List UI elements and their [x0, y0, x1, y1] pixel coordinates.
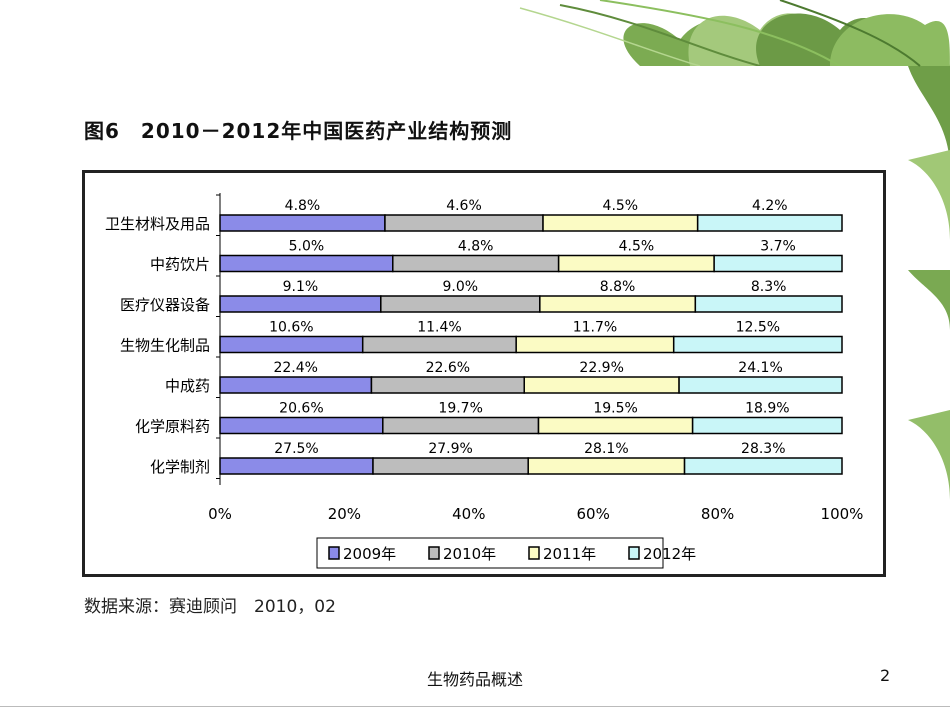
category-label: 医疗仪器设备	[120, 296, 210, 314]
bar-segment	[542, 214, 699, 232]
leaf-shape	[908, 270, 950, 330]
bottom-divider	[0, 706, 950, 707]
category-label: 卫生材料及用品	[105, 215, 210, 233]
data-label: 4.5%	[619, 239, 655, 255]
leaf-shape	[908, 66, 950, 170]
data-label: 22.4%	[273, 360, 317, 376]
data-label: 24.1%	[738, 360, 782, 376]
legend-swatch	[628, 546, 640, 560]
category-label: 中药饮片	[150, 256, 210, 274]
data-label: 19.7%	[438, 401, 482, 417]
legend-box	[316, 537, 664, 569]
x-tick-label: 0%	[208, 505, 232, 523]
bar-segment	[527, 457, 686, 475]
bar-segment	[392, 254, 560, 273]
legend-swatch	[528, 546, 540, 560]
data-label: 27.5%	[274, 441, 318, 457]
leaf-shape	[908, 410, 950, 500]
data-label: 5.0%	[289, 239, 325, 255]
data-label: 28.1%	[584, 441, 628, 457]
stem-line	[779, 0, 921, 67]
data-label: 4.6%	[446, 198, 482, 214]
legend-swatch	[328, 546, 340, 560]
data-label: 4.5%	[603, 198, 639, 214]
data-label: 11.4%	[417, 320, 461, 336]
data-label: 28.3%	[741, 441, 785, 457]
bar-segment	[683, 457, 843, 475]
data-label: 11.7%	[573, 320, 617, 336]
x-tick-label: 60%	[577, 505, 610, 523]
stem-line	[599, 0, 841, 67]
legend-label: 2012年	[643, 545, 696, 563]
legend-label: 2010年	[443, 545, 496, 563]
legend-swatch	[428, 546, 440, 560]
bar-segment	[219, 376, 373, 394]
x-tick-label: 20%	[328, 505, 361, 523]
data-label: 20.6%	[279, 401, 323, 417]
x-tick-label: 80%	[701, 505, 734, 523]
stem-line	[519, 7, 701, 67]
bar-segment	[523, 376, 680, 394]
bar-segment	[696, 214, 843, 232]
legend-label: 2011年	[543, 545, 596, 563]
data-label: 12.5%	[736, 320, 780, 336]
data-label: 4.2%	[752, 198, 788, 214]
bar-segment	[370, 376, 525, 394]
x-tick-label: 100%	[821, 505, 864, 523]
bar-segment	[219, 335, 364, 354]
bar-segment	[219, 416, 384, 435]
bar-segment	[380, 295, 541, 313]
footer-title: 生物药品概述	[426, 670, 523, 689]
bar-segment	[672, 335, 843, 354]
bar-segment	[694, 295, 843, 313]
data-label: 9.1%	[283, 279, 319, 295]
bar-segment	[219, 295, 382, 313]
bar-segment	[372, 457, 529, 475]
bar-segment	[557, 254, 715, 273]
bar-segment	[515, 335, 675, 354]
leaf-shape	[908, 150, 950, 240]
data-label: 4.8%	[285, 198, 321, 214]
data-label: 3.7%	[760, 239, 796, 255]
bar-segment	[219, 214, 386, 232]
bar-segment	[219, 457, 374, 475]
bar-segment	[384, 214, 544, 232]
chart-frame: 卫生材料及用品 4.8% 4.6% 4.5% 4.2% 中药饮片 5.0% 4.8% 4.5% 3…	[82, 170, 886, 577]
bar-segment	[219, 254, 394, 273]
x-tick-label: 40%	[452, 505, 485, 523]
source-note: 数据来源：赛迪顾问 2010，02	[84, 597, 336, 617]
bar-segment	[678, 376, 843, 394]
data-label: 10.6%	[269, 320, 313, 336]
data-label: 4.8%	[458, 239, 494, 255]
bar-segment	[361, 335, 517, 354]
data-label: 8.8%	[600, 279, 636, 295]
data-label: 19.5%	[593, 401, 637, 417]
data-label: 22.9%	[579, 360, 623, 376]
bar-segment	[537, 416, 694, 435]
data-label: 22.6%	[426, 360, 470, 376]
data-label: 8.3%	[751, 279, 787, 295]
bar-segment	[713, 254, 843, 273]
category-label: 生物生化制品	[120, 337, 210, 355]
stacked-bar-chart: 卫生材料及用品 4.8% 4.6% 4.5% 4.2% 中药饮片 5.0% 4.8% 4.5% 3…	[105, 193, 864, 569]
category-label: 中成药	[165, 377, 210, 395]
category-label: 化学原料药	[135, 418, 210, 436]
stem-line	[559, 4, 761, 67]
leaf-shape	[830, 14, 950, 66]
bar-segment	[691, 416, 843, 435]
page-number: 2	[880, 666, 891, 685]
category-label: 化学制剂	[150, 458, 210, 476]
bar-segment	[539, 295, 697, 313]
legend-label: 2009年	[343, 545, 396, 563]
data-label: 9.0%	[443, 279, 479, 295]
data-label: 18.9%	[745, 401, 789, 417]
bar-segment	[382, 416, 540, 435]
figure-title: 图6 2010－2012年中国医药产业结构预测	[84, 119, 513, 143]
data-label: 27.9%	[428, 441, 472, 457]
